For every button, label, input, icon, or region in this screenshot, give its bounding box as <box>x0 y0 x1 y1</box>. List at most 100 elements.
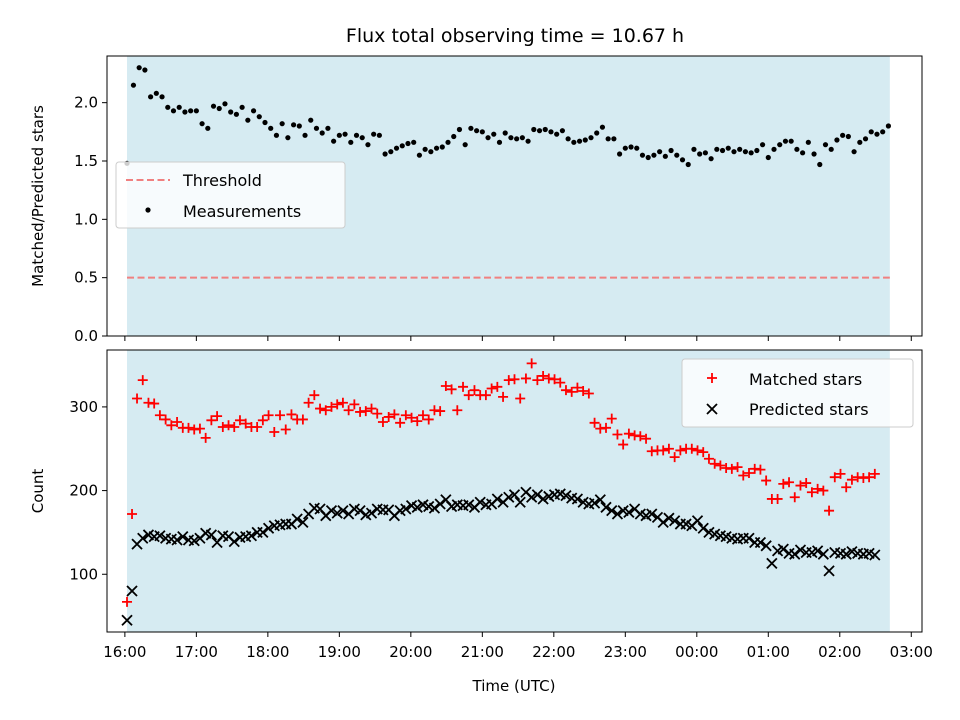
matched-point <box>606 413 617 424</box>
measurement-point <box>588 135 594 141</box>
matched-point <box>252 421 263 432</box>
x-tick-label: 21:00 <box>461 643 504 661</box>
matched-point <box>698 447 709 458</box>
measurement-point <box>508 135 514 141</box>
measurement-point <box>702 150 708 156</box>
measurement-point <box>159 94 165 100</box>
matched-point <box>480 390 491 401</box>
x-axis-label: Time (UTC) <box>472 677 556 695</box>
measurement-point <box>313 125 320 131</box>
measurement-point <box>548 129 554 135</box>
top-panel: 0.0 0.5 1.0 1.5 2.0 Matched/Predicted stars Th… <box>29 55 923 345</box>
measurement-point <box>245 117 251 123</box>
bottom-legend: Matched stars Predicted stars <box>681 358 914 428</box>
measurement-point <box>805 139 811 145</box>
matched-point <box>349 399 360 410</box>
predicted-point <box>766 557 778 570</box>
measurement-point <box>868 129 874 135</box>
matched-point <box>315 403 326 414</box>
matched-point <box>377 416 388 427</box>
measurement-point <box>308 117 314 123</box>
predicted-point <box>171 534 183 546</box>
matched-point <box>200 432 211 443</box>
predicted-point <box>669 515 681 527</box>
matched-point <box>566 386 577 397</box>
measurement-point <box>634 145 640 151</box>
predicted-point <box>262 522 275 534</box>
measurement-point <box>777 142 783 148</box>
matched-point <box>846 474 857 485</box>
legend-measurements-swatch <box>145 207 151 213</box>
matched-point <box>326 401 337 412</box>
x-tick-label: 23:00 <box>604 643 647 661</box>
x-tick-label: 18:00 <box>246 643 289 661</box>
predicted-point <box>474 496 486 508</box>
matched-point <box>818 485 829 496</box>
predicted-point <box>508 489 521 501</box>
predicted-point <box>434 498 446 510</box>
measurement-point <box>433 145 440 151</box>
matched-point <box>515 393 526 404</box>
measurement-point <box>222 101 228 107</box>
measurement-point <box>679 157 686 163</box>
measurement-point <box>233 111 239 117</box>
predicted-point <box>126 585 138 597</box>
measurement-point <box>285 135 291 141</box>
predicted-point <box>177 530 189 543</box>
predicted-point <box>503 491 515 503</box>
measurement-point <box>536 128 543 134</box>
x-tick-label: 02:00 <box>818 643 861 661</box>
matched-point <box>824 505 835 516</box>
legend-threshold-label: Threshold <box>182 171 262 190</box>
measurement-point <box>782 138 789 144</box>
matched-point <box>360 406 371 417</box>
predicted-point <box>754 536 767 549</box>
matched-point <box>280 424 291 435</box>
measurement-point <box>479 129 485 135</box>
matched-point <box>532 375 543 386</box>
predicted-point <box>411 501 423 513</box>
measurement-point <box>256 114 262 120</box>
matched-point <box>538 370 549 381</box>
matched-point <box>498 391 509 402</box>
predicted-point <box>794 544 807 556</box>
measurement-point <box>210 103 217 109</box>
measurement-point <box>628 144 634 150</box>
matched-point <box>726 463 737 474</box>
y-tick-label: 1.5 <box>74 152 98 170</box>
measurement-point <box>697 151 703 157</box>
matched-point <box>589 417 600 428</box>
matched-point <box>400 410 411 421</box>
measurement-point <box>411 139 417 145</box>
measurement-point <box>176 104 182 110</box>
measurement-point <box>416 152 423 158</box>
matched-point <box>440 380 451 391</box>
matched-point <box>732 462 743 473</box>
matched-point <box>229 421 240 432</box>
matched-point <box>166 420 177 431</box>
measurement-point <box>336 132 342 138</box>
predicted-point <box>823 565 835 577</box>
matched-point <box>869 468 880 479</box>
matched-point <box>122 596 133 607</box>
measurement-point <box>348 139 354 145</box>
measurement-point <box>874 131 880 137</box>
measurement-point <box>674 152 680 158</box>
matched-point <box>234 415 245 426</box>
matched-point <box>149 398 160 409</box>
predicted-point <box>588 497 601 509</box>
matched-point <box>446 384 457 395</box>
matched-point <box>578 386 589 397</box>
matched-point <box>686 443 697 454</box>
matched-point <box>303 397 314 408</box>
matched-point <box>743 468 754 479</box>
matched-point <box>137 375 148 386</box>
measurement-point <box>576 138 583 144</box>
matched-point <box>789 492 800 503</box>
measurement-point <box>862 136 869 142</box>
predicted-point <box>663 512 675 524</box>
chart-title: Flux total observing time = 10.67 h <box>346 25 684 47</box>
predicted-point <box>606 505 618 517</box>
predicted-point <box>869 549 881 561</box>
matched-point <box>366 403 377 414</box>
